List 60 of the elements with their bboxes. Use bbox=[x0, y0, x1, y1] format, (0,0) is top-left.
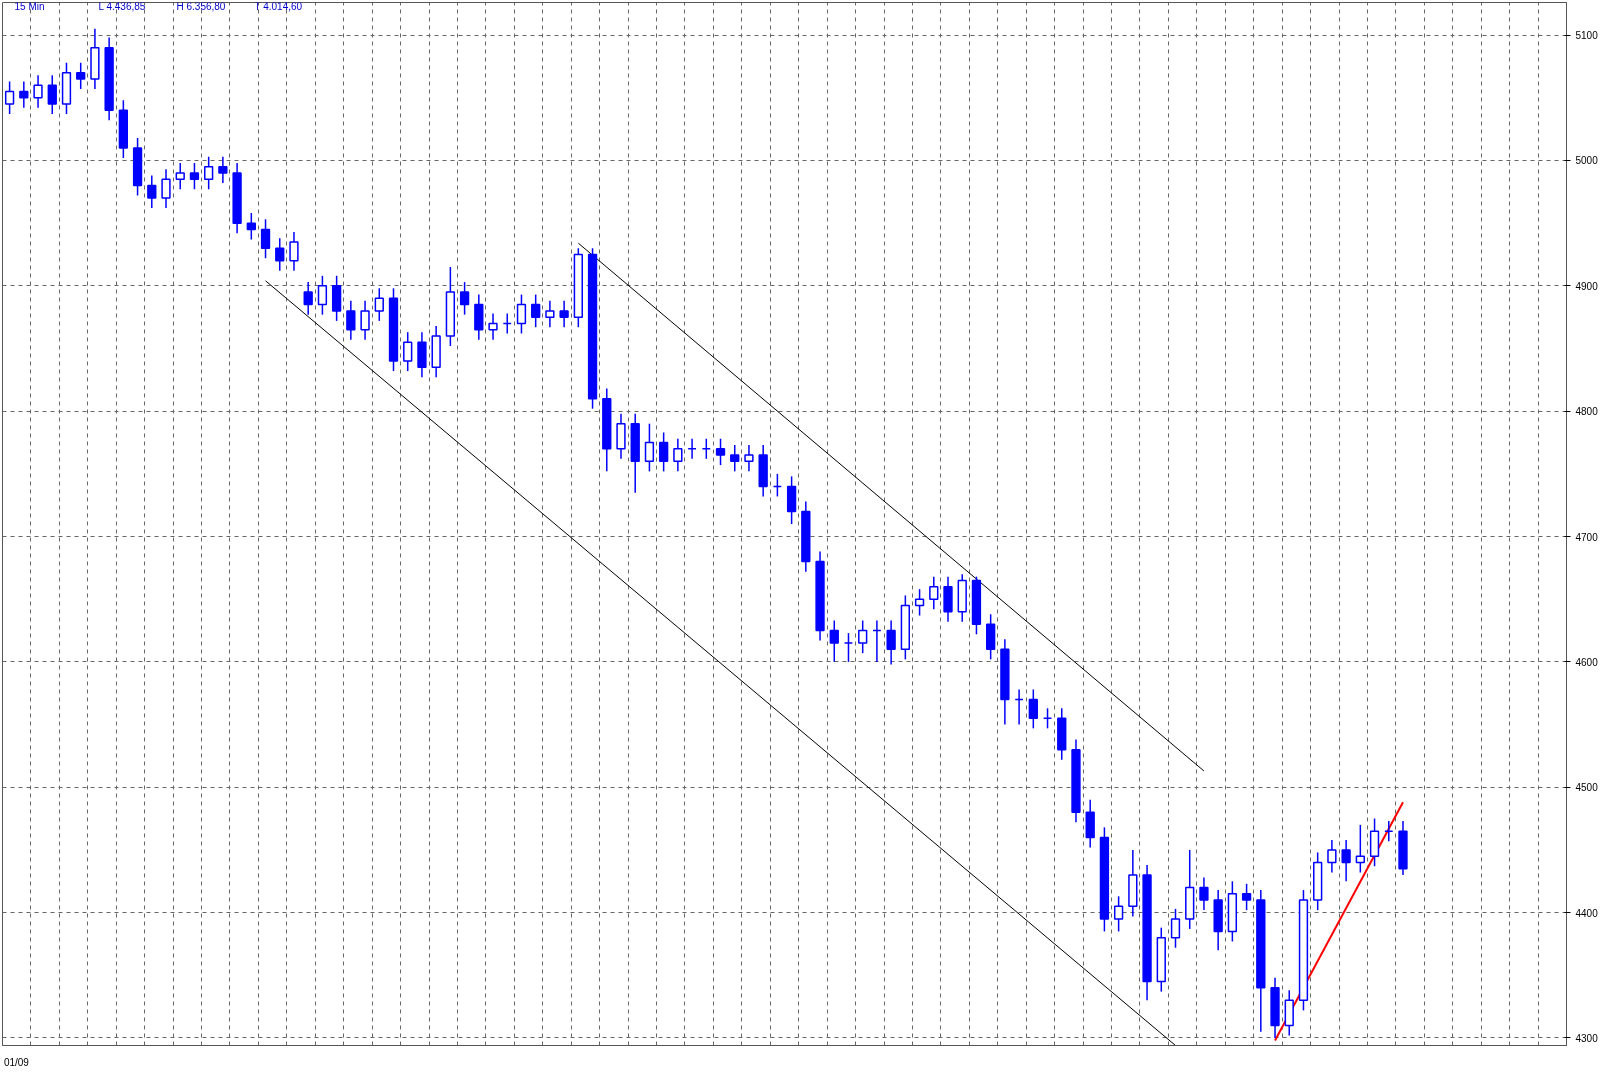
candlestick bbox=[1028, 688, 1038, 730]
candlestick bbox=[161, 168, 171, 209]
candlestick bbox=[246, 212, 256, 241]
y-tick-label: 4900 bbox=[1575, 280, 1599, 292]
candlestick bbox=[658, 431, 669, 473]
candlestick bbox=[360, 300, 370, 341]
candlestick bbox=[303, 281, 313, 316]
y-tick-label: 4800 bbox=[1575, 406, 1599, 418]
candlestick bbox=[76, 61, 86, 90]
annotation: L 4.436,85 bbox=[98, 0, 146, 12]
candlestick bbox=[545, 300, 555, 328]
candlestick bbox=[1170, 908, 1181, 949]
annotation: 15 Min bbox=[14, 0, 45, 12]
candlestick bbox=[1355, 824, 1365, 874]
candlestick bbox=[317, 275, 328, 316]
candlestick bbox=[1341, 839, 1351, 883]
y-tick-label: 4600 bbox=[1575, 656, 1599, 668]
candlestick bbox=[403, 331, 413, 372]
candlestick bbox=[459, 281, 470, 316]
candlestick bbox=[929, 575, 939, 610]
y-tick-label: 4700 bbox=[1575, 531, 1599, 543]
candlestick bbox=[644, 422, 655, 473]
candlestick bbox=[275, 237, 285, 272]
candlestick bbox=[374, 287, 384, 322]
annotation: T 4.014,60 bbox=[254, 0, 303, 12]
candlestick bbox=[488, 312, 498, 341]
candlestick bbox=[886, 619, 896, 666]
candlestick bbox=[147, 174, 157, 209]
candlestick bbox=[516, 293, 527, 335]
annotation: H 6.356,80 bbox=[176, 0, 226, 12]
candlestick bbox=[559, 300, 569, 328]
candlestick bbox=[531, 293, 541, 328]
candlestick bbox=[19, 80, 29, 109]
y-tick-label: 4300 bbox=[1575, 1032, 1599, 1044]
candlestick bbox=[1327, 839, 1337, 874]
candlestick bbox=[175, 162, 185, 191]
candlestick bbox=[730, 444, 740, 473]
candlestick bbox=[1199, 876, 1209, 911]
candlestick bbox=[33, 74, 43, 109]
candlestick bbox=[289, 231, 299, 272]
y-tick-label: 5100 bbox=[1575, 30, 1599, 42]
candlestick bbox=[346, 300, 356, 341]
candlestick bbox=[4, 80, 15, 115]
candlestick bbox=[715, 438, 726, 466]
candlestick bbox=[47, 74, 57, 115]
candlestick bbox=[204, 155, 214, 191]
candlestick bbox=[914, 588, 925, 617]
x-tick-label: 01/09 bbox=[3, 1056, 30, 1068]
candlestick bbox=[1113, 895, 1124, 933]
candlestick bbox=[260, 218, 271, 259]
candlestick bbox=[744, 444, 754, 473]
candlestick bbox=[829, 619, 839, 663]
y-tick-label: 5000 bbox=[1575, 155, 1599, 167]
candlestick bbox=[1241, 883, 1252, 911]
y-tick-label: 4400 bbox=[1575, 907, 1599, 919]
candlestick bbox=[218, 155, 228, 184]
y-tick-label: 4500 bbox=[1575, 782, 1599, 794]
candlestick bbox=[858, 619, 868, 654]
candlestick bbox=[189, 162, 200, 191]
candlestick bbox=[673, 438, 683, 473]
